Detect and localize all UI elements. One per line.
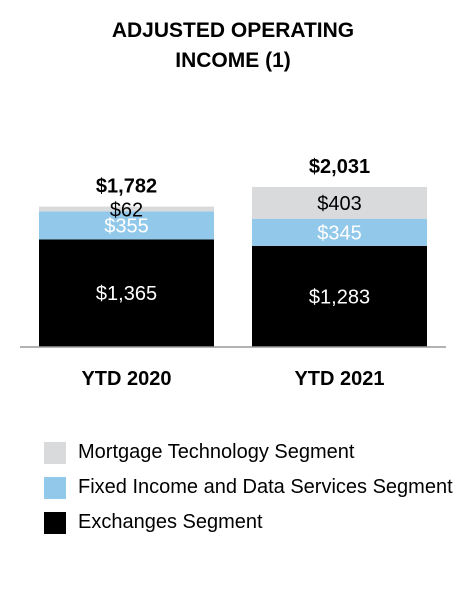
bar-segment-2-ytd-2020: [39, 211, 214, 240]
legend-label-exchanges: Exchanges Segment: [78, 511, 263, 533]
total-label-ytd-2021: $2,031: [309, 156, 370, 178]
legend-swatch-exchanges: [44, 512, 66, 534]
bar-segment-2-ytd-2021: [252, 218, 427, 246]
data-label-2-ytd-2020: $355: [104, 215, 149, 237]
legend-swatch-mortgage-technology: [44, 442, 66, 464]
category-label-ytd-2021: YTD 2021: [294, 368, 384, 390]
legend-item-exchanges: Exchanges Segment: [44, 508, 454, 536]
chart-legend: Mortgage Technology Segment Fixed Income…: [44, 438, 454, 543]
legend-item-fixed-income: Fixed Income and Data Services Segment: [44, 473, 454, 501]
legend-item-mortgage-technology: Mortgage Technology Segment: [44, 438, 454, 466]
legend-swatch-fixed-income: [44, 477, 66, 499]
bar-segment-3-ytd-2021: [252, 186, 427, 219]
data-label-2-ytd-2021: $345: [317, 222, 362, 244]
legend-label-fixed-income: Fixed Income and Data Services Segment: [78, 476, 453, 498]
bar-segment-3-ytd-2020: [39, 206, 214, 212]
bar-segment-1-ytd-2021: [252, 245, 427, 347]
bar-segment-1-ytd-2020: [39, 239, 214, 347]
data-label-1-ytd-2020: $1,365: [96, 283, 157, 305]
total-label-ytd-2020: $1,782: [96, 176, 157, 198]
data-label-3-ytd-2020: $62: [110, 200, 143, 222]
category-label-ytd-2020: YTD 2020: [81, 368, 171, 390]
chart-title: ADJUSTED OPERATING INCOME (1): [0, 16, 466, 76]
data-label-1-ytd-2021: $1,283: [309, 286, 370, 308]
chart-title-line-2: INCOME (1): [175, 49, 291, 72]
data-label-3-ytd-2021: $403: [317, 193, 362, 215]
legend-label-mortgage-technology: Mortgage Technology Segment: [78, 441, 355, 463]
stacked-bar-chart: $1,365 $355$62$1,782 YTD 2020 $1,283 $345 $40…: [20, 156, 446, 390]
chart-title-line-1: ADJUSTED OPERATING: [111, 19, 355, 42]
